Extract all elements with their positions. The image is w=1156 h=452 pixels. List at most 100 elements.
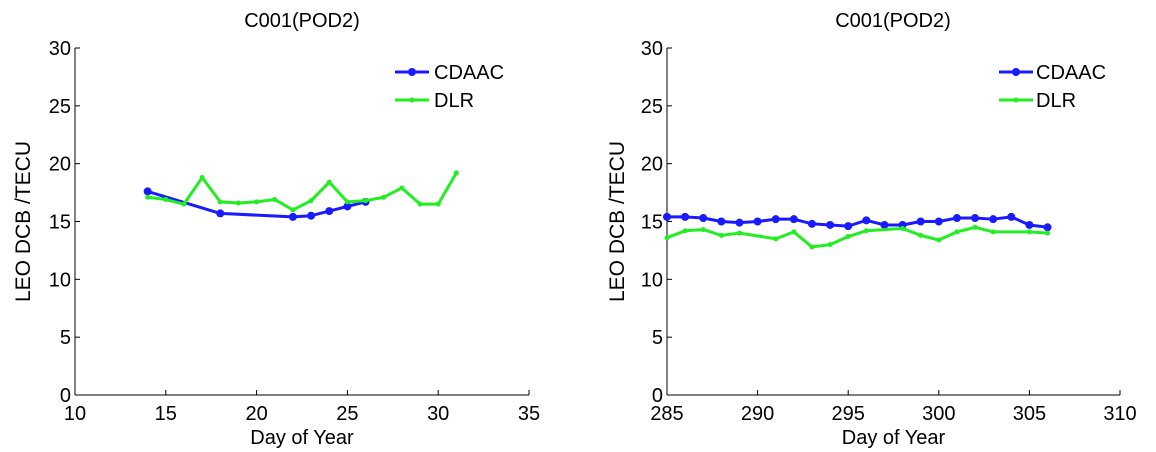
series-cdaac bbox=[663, 212, 1052, 232]
y-tick-label: 15 bbox=[49, 212, 71, 234]
data-point bbox=[308, 198, 314, 204]
legend-marker bbox=[1013, 97, 1019, 103]
chart-title: C001(POD2) bbox=[835, 10, 951, 32]
y-tick-label: 25 bbox=[49, 96, 71, 118]
data-point bbox=[717, 217, 726, 226]
data-point bbox=[972, 224, 978, 230]
data-point bbox=[863, 228, 869, 234]
data-point bbox=[272, 197, 278, 203]
y-axis-label: LEO DCB /TECU bbox=[606, 141, 629, 302]
x-tick-label: 305 bbox=[1013, 403, 1046, 425]
legend-entry-cdaac: CDAAC bbox=[999, 62, 1106, 84]
data-point bbox=[435, 201, 441, 207]
data-point bbox=[952, 214, 961, 223]
x-tick-label: 30 bbox=[427, 403, 449, 425]
legend-label: DLR bbox=[434, 90, 474, 112]
series-line bbox=[147, 172, 458, 212]
x-axis-label: Day of Year bbox=[250, 427, 354, 449]
x-tick-label: 290 bbox=[741, 403, 774, 425]
data-point bbox=[145, 194, 151, 200]
y-tick-label: 25 bbox=[641, 96, 663, 118]
data-point bbox=[700, 227, 706, 233]
data-point bbox=[399, 185, 405, 191]
y-axis-label: LEO DCB /TECU bbox=[12, 141, 35, 302]
data-point bbox=[845, 234, 851, 240]
y-tick-label: 10 bbox=[641, 269, 663, 291]
data-point bbox=[216, 209, 225, 218]
data-point bbox=[143, 187, 152, 196]
chart-title: C001(POD2) bbox=[244, 10, 360, 32]
data-point bbox=[664, 235, 670, 241]
data-point bbox=[862, 216, 871, 225]
data-point bbox=[663, 212, 671, 221]
data-point bbox=[699, 214, 708, 223]
data-point bbox=[791, 229, 797, 235]
data-point bbox=[936, 237, 942, 243]
legend-label: CDAAC bbox=[434, 62, 504, 84]
data-point bbox=[344, 199, 350, 205]
y-tick-label: 20 bbox=[49, 154, 71, 176]
data-point bbox=[735, 218, 744, 227]
data-point bbox=[971, 214, 980, 223]
series-line bbox=[667, 215, 1048, 229]
legend-label: DLR bbox=[1036, 90, 1076, 112]
data-point bbox=[916, 217, 925, 226]
legend-entry-cdaac: CDAAC bbox=[395, 62, 504, 84]
data-point bbox=[1045, 230, 1051, 236]
x-tick-label: 285 bbox=[650, 403, 683, 425]
data-point bbox=[989, 215, 998, 224]
data-point bbox=[844, 222, 853, 231]
data-point bbox=[682, 228, 688, 234]
data-point bbox=[826, 220, 835, 229]
y-tick-label: 30 bbox=[641, 38, 663, 60]
chart-panel-1: C001(POD2) 0 5 10 15 20 25 30 10 15 20 25 30 35 Day of… bbox=[12, 10, 540, 449]
x-tick-label: 20 bbox=[245, 403, 267, 425]
data-point bbox=[199, 175, 205, 181]
data-point bbox=[235, 200, 241, 206]
legend-marker bbox=[409, 97, 415, 103]
data-point bbox=[807, 219, 816, 228]
data-point bbox=[809, 244, 815, 250]
data-point bbox=[254, 199, 260, 205]
data-point bbox=[990, 229, 996, 235]
data-point bbox=[880, 220, 889, 229]
legend-label: CDAAC bbox=[1036, 62, 1106, 84]
data-point bbox=[363, 198, 369, 204]
series-line bbox=[666, 225, 1048, 249]
x-axis-label: Day of Year bbox=[842, 427, 946, 449]
data-point bbox=[1026, 229, 1032, 235]
legend-entry-dlr: DLR bbox=[999, 90, 1076, 112]
data-point bbox=[1043, 223, 1052, 232]
x-tick-label: 15 bbox=[155, 403, 177, 425]
data-point bbox=[900, 225, 906, 231]
x-tick-label: 295 bbox=[832, 403, 865, 425]
legend-marker bbox=[1012, 68, 1020, 76]
data-point bbox=[181, 201, 187, 207]
y-tick-label: 0 bbox=[60, 385, 71, 407]
legend-marker bbox=[408, 68, 416, 76]
data-point bbox=[773, 236, 779, 242]
y-tick-label: 10 bbox=[49, 269, 71, 291]
data-point bbox=[343, 202, 352, 211]
data-point bbox=[217, 199, 223, 205]
x-tick-label: 310 bbox=[1103, 403, 1136, 425]
data-point bbox=[326, 179, 332, 185]
data-point bbox=[753, 217, 762, 226]
y-tick-label: 5 bbox=[60, 327, 71, 349]
x-tick-label: 35 bbox=[518, 403, 540, 425]
data-point bbox=[736, 230, 742, 236]
data-point bbox=[453, 170, 459, 176]
y-tick-label: 0 bbox=[652, 385, 663, 407]
data-point bbox=[307, 211, 316, 220]
data-point bbox=[325, 207, 334, 216]
y-tick-label: 30 bbox=[49, 38, 71, 60]
data-point bbox=[681, 212, 690, 221]
y-tick-label: 5 bbox=[652, 327, 663, 349]
legend-entry-dlr: DLR bbox=[395, 90, 474, 112]
x-tick-label: 10 bbox=[64, 403, 86, 425]
data-point bbox=[288, 212, 297, 221]
data-point bbox=[954, 229, 960, 235]
data-point bbox=[771, 215, 780, 224]
chart-panel-2: C001(POD2) 0 5 10 15 20 25 30 285 290 295 300 305 310… bbox=[606, 10, 1137, 449]
data-point bbox=[718, 232, 724, 238]
